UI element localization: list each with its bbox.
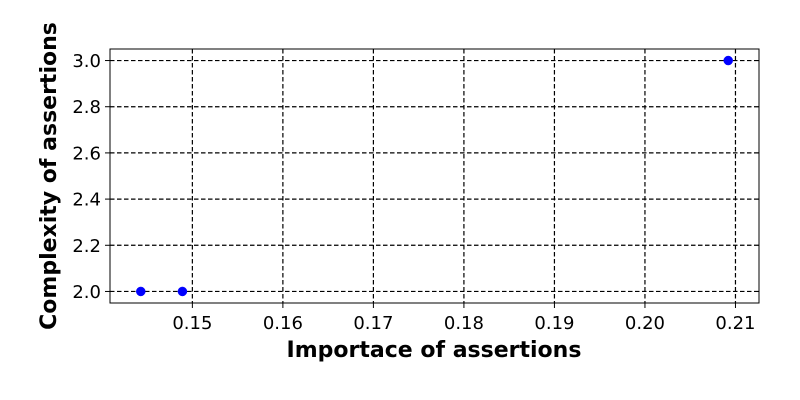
y-tick-label: 2.0 <box>72 282 101 303</box>
x-tick-label: 0.16 <box>263 313 303 334</box>
data-point <box>177 286 188 297</box>
x-tick-label: 0.17 <box>353 313 393 334</box>
data-point <box>136 286 146 297</box>
y-tick-label: 2.8 <box>72 97 101 118</box>
y-tick-label: 2.6 <box>72 143 101 164</box>
y-tick-label: 2.4 <box>72 190 101 211</box>
data-points <box>136 55 733 297</box>
x-tick-label: 0.19 <box>534 313 574 334</box>
plot-frame <box>109 48 760 304</box>
grid <box>110 49 759 303</box>
x-tick-label: 0.20 <box>625 313 665 334</box>
ticks: 0.15 0.16 0.17 0.18 0.19 0.20 0.21 2.0 2.2 2.4 2.6… <box>72 51 755 334</box>
x-tick-label: 0.15 <box>172 313 212 334</box>
x-axis-label: Importace of assertions <box>287 338 582 363</box>
y-axis-label: Complexity of assertions <box>37 22 62 330</box>
data-point <box>723 55 733 66</box>
y-tick-label: 2.2 <box>72 236 101 257</box>
x-tick-label: 0.18 <box>444 313 484 334</box>
axes <box>109 48 760 304</box>
y-tick-label: 3.0 <box>72 51 101 72</box>
x-tick-label: 0.21 <box>715 313 755 334</box>
